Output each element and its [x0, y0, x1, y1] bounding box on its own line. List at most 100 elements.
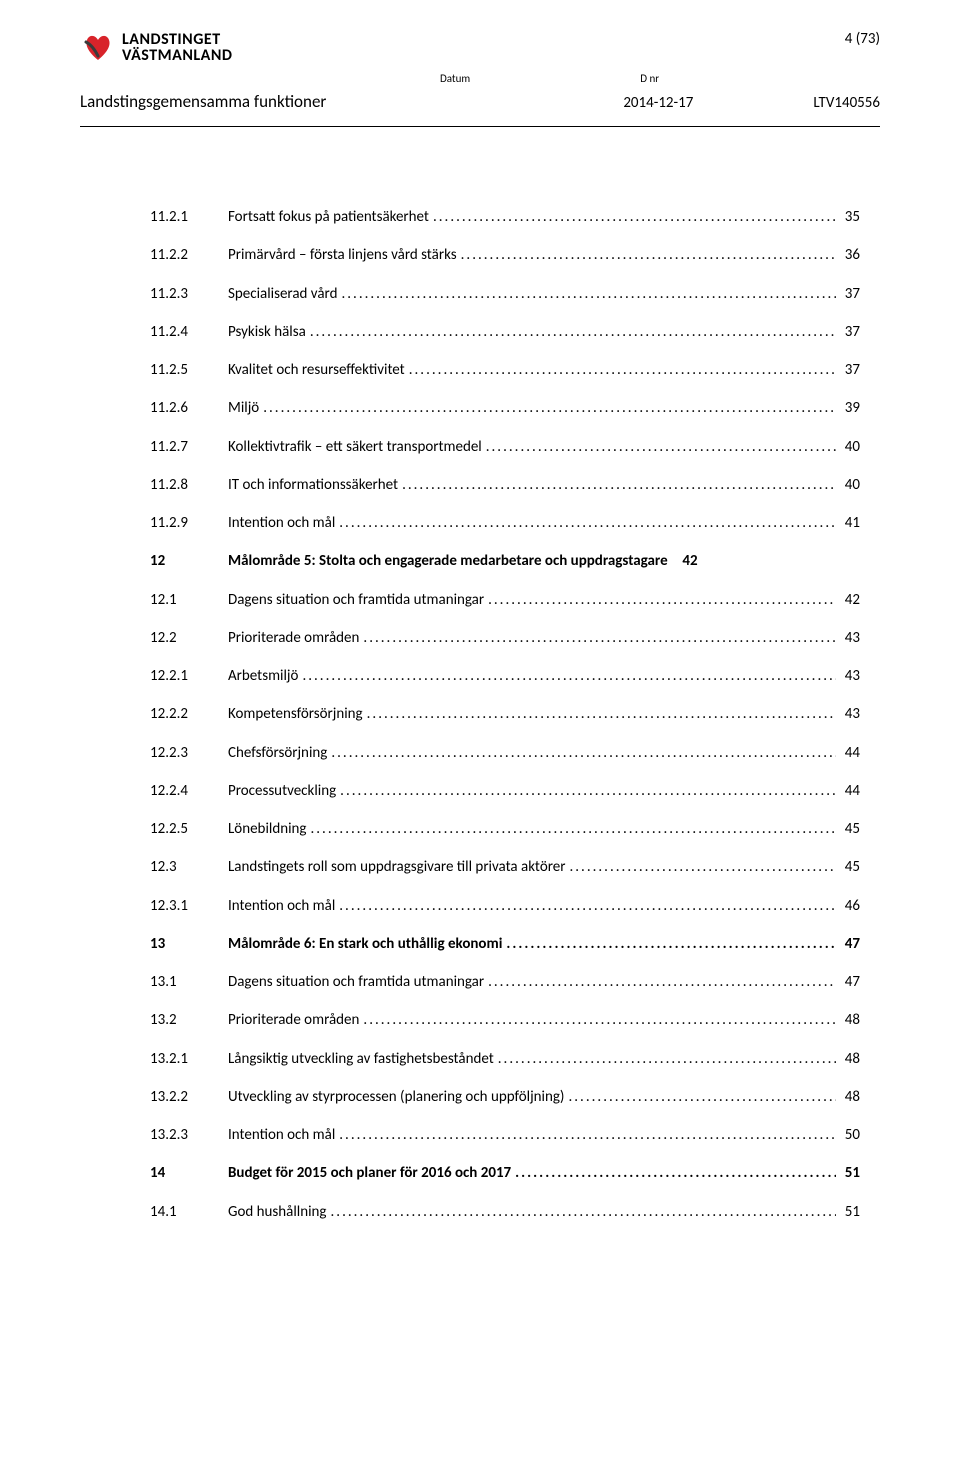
toc-leader: ........................................… — [494, 1049, 836, 1069]
toc-title: Dagens situation och framtida utmaningar — [228, 590, 484, 610]
toc-page: 44 — [836, 743, 860, 763]
toc-title: Intention och mål — [228, 1125, 335, 1145]
toc-leader: ........................................… — [363, 704, 836, 724]
toc-page: 40 — [836, 475, 860, 495]
label-dnr: D nr — [640, 72, 659, 85]
toc-title: Lönebildning — [228, 819, 306, 839]
toc-num: 12.2.1 — [150, 666, 228, 686]
toc-row: 12.2Prioriterade områden................… — [150, 628, 860, 648]
toc-leader: ........................................… — [306, 322, 836, 342]
toc-num: 11.2.5 — [150, 360, 228, 380]
toc-num: 11.2.7 — [150, 437, 228, 457]
table-of-contents: 11.2.1Fortsatt fokus på patientsäkerhet.… — [80, 207, 880, 1222]
toc-num: 13 — [150, 934, 228, 954]
toc-title: Chefsförsörjning — [228, 743, 327, 763]
toc-num: 11.2.9 — [150, 513, 228, 533]
toc-row: 12.2.4Processutveckling.................… — [150, 781, 860, 801]
toc-leader: ........................................… — [398, 475, 836, 495]
toc-leader: ........................................… — [359, 628, 836, 648]
toc-title: Fortsatt fokus på patientsäkerhet — [228, 207, 429, 227]
logo-text-line2: VÄSTMANLAND — [122, 48, 232, 64]
toc-page: 36 — [836, 245, 860, 265]
header-divider — [80, 126, 880, 127]
toc-num: 11.2.2 — [150, 245, 228, 265]
toc-leader: ........................................… — [327, 1202, 837, 1222]
toc-page: 43 — [836, 628, 860, 648]
toc-num: 13.2.2 — [150, 1087, 228, 1107]
toc-page: 45 — [836, 857, 860, 877]
toc-title: God hushållning — [228, 1202, 327, 1222]
toc-page: 40 — [836, 437, 860, 457]
sub-header: Landstingsgemensamma funktioner 2014-12-… — [80, 91, 880, 112]
toc-leader: ........................................… — [502, 934, 836, 954]
toc-num: 12.2.3 — [150, 743, 228, 763]
label-datum: Datum — [440, 72, 470, 85]
toc-num: 13.2.1 — [150, 1049, 228, 1069]
toc-num: 11.2.1 — [150, 207, 228, 227]
toc-leader: ........................................… — [484, 972, 836, 992]
toc-leader: ........................................… — [327, 743, 836, 763]
toc-row: 11.2.6Miljö.............................… — [150, 398, 860, 418]
doc-dnr: LTV140556 — [813, 94, 880, 112]
toc-num: 12.2.4 — [150, 781, 228, 801]
org-name: Landstingsgemensamma funktioner — [80, 91, 326, 112]
toc-num: 13.1 — [150, 972, 228, 992]
toc-num: 11.2.4 — [150, 322, 228, 342]
toc-row: 13.2.1Långsiktig utveckling av fastighet… — [150, 1049, 860, 1069]
toc-title: Miljö — [228, 398, 259, 418]
toc-page: 37 — [836, 284, 860, 304]
toc-leader: ........................................… — [565, 857, 836, 877]
meta-labels-row: Datum D nr — [440, 72, 880, 85]
toc-num: 12.2 — [150, 628, 228, 648]
toc-page: 50 — [836, 1125, 860, 1145]
page-container: LANDSTINGET VÄSTMANLAND 4 (73) Datum D n… — [0, 0, 960, 1270]
toc-title: Långsiktig utveckling av fastighetsbestå… — [228, 1049, 494, 1069]
toc-num: 12.1 — [150, 590, 228, 610]
toc-page: 46 — [836, 896, 860, 916]
toc-page: 42 — [674, 551, 698, 571]
toc-row: 13.1Dagens situation och framtida utmani… — [150, 972, 860, 992]
toc-leader: ........................................… — [336, 781, 836, 801]
logo-block: LANDSTINGET VÄSTMANLAND — [80, 30, 232, 66]
toc-leader: ........................................… — [335, 1125, 836, 1145]
toc-title: Landstingets roll som uppdragsgivare til… — [228, 857, 565, 877]
toc-title: Utveckling av styrprocessen (planering o… — [228, 1087, 564, 1107]
toc-leader: ........................................… — [337, 284, 836, 304]
toc-title: Dagens situation och framtida utmaningar — [228, 972, 484, 992]
toc-title: Kompetensförsörjning — [228, 704, 363, 724]
toc-row: 12.3Landstingets roll som uppdragsgivare… — [150, 857, 860, 877]
toc-page: 43 — [836, 704, 860, 724]
page-header: LANDSTINGET VÄSTMANLAND 4 (73) — [80, 30, 880, 66]
toc-title: Prioriterade områden — [228, 1010, 359, 1030]
toc-page: 48 — [836, 1087, 860, 1107]
toc-leader: ........................................… — [298, 666, 836, 686]
toc-page: 44 — [836, 781, 860, 801]
toc-row: 12.2.1Arbetsmiljö.......................… — [150, 666, 860, 686]
toc-num: 12.2.5 — [150, 819, 228, 839]
toc-page: 43 — [836, 666, 860, 686]
toc-row: 12.1Dagens situation och framtida utmani… — [150, 590, 860, 610]
toc-page: 48 — [836, 1010, 860, 1030]
toc-page: 48 — [836, 1049, 860, 1069]
toc-page: 47 — [836, 972, 860, 992]
toc-page: 51 — [836, 1202, 860, 1222]
toc-leader: ........................................… — [335, 896, 836, 916]
toc-leader: ........................................… — [482, 437, 836, 457]
toc-leader: ........................................… — [564, 1087, 836, 1107]
toc-num: 14 — [150, 1163, 228, 1183]
toc-leader: ........................................… — [457, 245, 836, 265]
toc-num: 11.2.6 — [150, 398, 228, 418]
toc-leader: ........................................… — [405, 360, 836, 380]
toc-page: 47 — [836, 934, 860, 954]
toc-leader: ........................................… — [429, 207, 836, 227]
page-indicator: 4 (73) — [845, 30, 880, 48]
toc-title: Specialiserad vård — [228, 284, 337, 304]
toc-page: 42 — [836, 590, 860, 610]
toc-page: 37 — [836, 322, 860, 342]
toc-row: 11.2.4Psykisk hälsa.....................… — [150, 322, 860, 342]
toc-page: 51 — [836, 1163, 860, 1183]
toc-title: Kvalitet och resurseffektivitet — [228, 360, 405, 380]
toc-title: Målområde 6: En stark och uthållig ekono… — [228, 934, 502, 954]
doc-date: 2014-12-17 — [623, 94, 693, 112]
toc-num: 13.2 — [150, 1010, 228, 1030]
